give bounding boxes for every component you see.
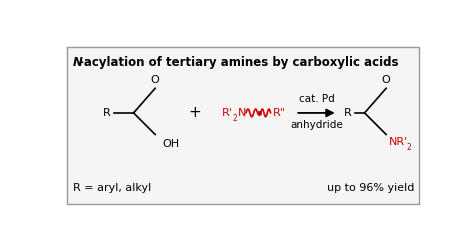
Text: cat. Pd: cat. Pd bbox=[299, 94, 334, 104]
Text: O: O bbox=[382, 75, 391, 85]
Text: 2: 2 bbox=[233, 114, 237, 123]
Text: R: R bbox=[103, 108, 110, 118]
Text: R: R bbox=[344, 108, 352, 118]
FancyBboxPatch shape bbox=[66, 47, 419, 204]
Text: +: + bbox=[189, 105, 201, 121]
Text: NR': NR' bbox=[389, 137, 409, 147]
Text: -acylation of tertiary amines by carboxylic acids: -acylation of tertiary amines by carboxy… bbox=[79, 56, 399, 69]
Text: R": R" bbox=[273, 108, 286, 118]
Text: R': R' bbox=[222, 108, 233, 118]
Text: 2: 2 bbox=[407, 143, 412, 152]
Text: anhydride: anhydride bbox=[290, 120, 343, 130]
Text: N: N bbox=[237, 108, 246, 118]
Text: OH: OH bbox=[163, 139, 180, 149]
Text: O: O bbox=[151, 75, 160, 85]
Text: up to 96% yield: up to 96% yield bbox=[327, 183, 415, 193]
Text: N: N bbox=[73, 56, 82, 69]
Text: R = aryl, alkyl: R = aryl, alkyl bbox=[73, 183, 151, 193]
